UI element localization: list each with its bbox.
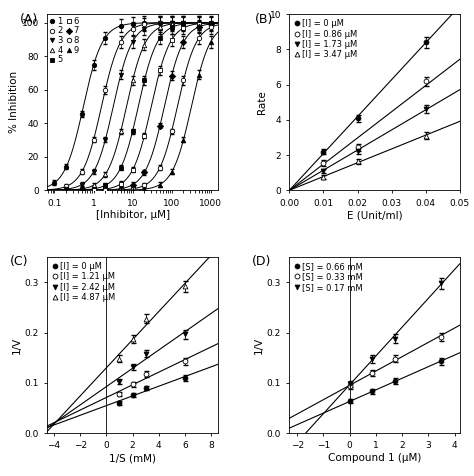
[I] = 1.21 μM [130,382,136,387]
[S] = 0.66 mM [369,388,375,394]
Line: [I] = 1.73 μM: [I] = 1.73 μM [321,107,428,173]
Y-axis label: % Inhibition: % Inhibition [9,71,19,133]
[I] = 4.87 μM [130,336,136,341]
[I] = 0 μM [182,375,188,381]
[I] = 0 μM [130,393,136,398]
[I] = 1.73 μM [423,107,428,112]
[I] = 0 μM [355,115,360,121]
[I] = 4.87 μM [143,316,148,321]
Legend: 1, 2, 3, 4, 5, 6, 7, 8, 9: 1, 2, 3, 4, 5, 6, 7, 8, 9 [49,16,80,65]
Line: [I] = 0 μM: [I] = 0 μM [321,40,428,154]
[I] = 1.21 μM [143,371,148,377]
Legend: [I] = 0 μM, [I] = 0.86 μM, [I] = 1.73 μM, [I] = 3.47 μM: [I] = 0 μM, [I] = 0.86 μM, [I] = 1.73 μM… [293,19,358,60]
[S] = 0.17 mM [392,336,398,341]
[I] = 0 μM [143,385,148,391]
[I] = 0 μM [423,40,428,45]
[S] = 0.66 mM [347,398,353,404]
Text: (A): (A) [20,12,38,26]
[I] = 3.47 μM [423,133,428,139]
X-axis label: 1/S (mM): 1/S (mM) [109,453,156,463]
Line: [S] = 0.17 mM: [S] = 0.17 mM [347,281,443,387]
Y-axis label: Rate: Rate [257,90,267,114]
[I] = 2.42 μM [130,364,136,370]
X-axis label: [Inhibitor, μM]: [Inhibitor, μM] [96,210,170,220]
[I] = 1.21 μM [117,391,122,397]
Line: [I] = 0.86 μM: [I] = 0.86 μM [321,79,428,166]
[I] = 0 μM [320,149,326,154]
Line: [S] = 0.66 mM: [S] = 0.66 mM [347,359,443,404]
[S] = 0.17 mM [369,356,375,362]
[I] = 0.86 μM [320,160,326,166]
[S] = 0.33 mM [438,334,444,339]
[S] = 0.66 mM [438,358,444,364]
Y-axis label: 1/V: 1/V [254,337,264,354]
[I] = 0 μM [117,400,122,406]
Legend: [I] = 0 μM, [I] = 1.21 μM, [I] = 2.42 μM, [I] = 4.87 μM: [I] = 0 μM, [I] = 1.21 μM, [I] = 2.42 μM… [52,261,116,303]
Text: (D): (D) [252,256,271,268]
[I] = 2.42 μM [182,331,188,337]
Line: [I] = 0 μM: [I] = 0 μM [117,376,187,406]
Line: [I] = 1.21 μM: [I] = 1.21 μM [117,359,187,397]
Line: [I] = 2.42 μM: [I] = 2.42 μM [117,332,187,384]
[S] = 0.66 mM [392,378,398,384]
X-axis label: E (Unit/ml): E (Unit/ml) [347,210,402,220]
[I] = 2.42 μM [143,351,148,357]
Line: [I] = 4.87 μM: [I] = 4.87 μM [117,284,187,361]
[I] = 2.42 μM [117,379,122,385]
[S] = 0.17 mM [347,381,353,387]
[S] = 0.33 mM [347,384,353,389]
[I] = 4.87 μM [182,284,188,289]
[S] = 0.33 mM [392,356,398,362]
Text: (C): (C) [10,256,28,268]
[I] = 1.73 μM [320,168,326,174]
[I] = 3.47 μM [320,174,326,180]
Y-axis label: 1/V: 1/V [12,337,22,354]
Text: (B): (B) [255,12,273,26]
Line: [I] = 3.47 μM: [I] = 3.47 μM [321,133,428,179]
[I] = 3.47 μM [355,159,360,164]
[I] = 1.73 μM [355,148,360,154]
Legend: [S] = 0.66 mM, [S] = 0.33 mM, [S] = 0.17 mM: [S] = 0.66 mM, [S] = 0.33 mM, [S] = 0.17… [293,261,364,292]
[I] = 0.86 μM [355,144,360,150]
[I] = 0.86 μM [423,79,428,84]
[S] = 0.33 mM [369,370,375,376]
Line: [S] = 0.33 mM: [S] = 0.33 mM [347,334,443,389]
X-axis label: Compound 1 (μM): Compound 1 (μM) [328,453,421,463]
[S] = 0.17 mM [438,280,444,286]
[I] = 1.21 μM [182,358,188,364]
[I] = 4.87 μM [117,356,122,362]
